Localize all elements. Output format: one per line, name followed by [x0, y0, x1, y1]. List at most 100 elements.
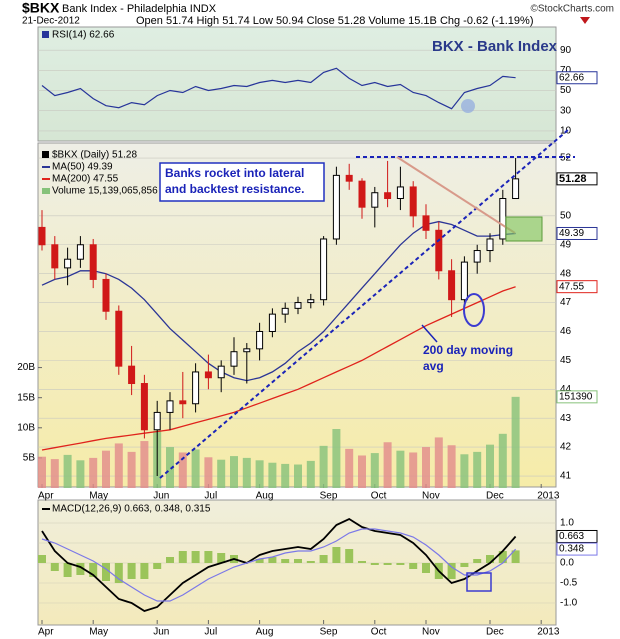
candle-body [192, 371, 200, 405]
candle-body [332, 174, 340, 240]
macd-highlight [466, 572, 492, 592]
x-tick-label: Sep [320, 491, 338, 502]
macd-line [41, 528, 517, 602]
y-tick-label: 44 [560, 384, 572, 395]
histogram-bar [153, 563, 162, 569]
moving-average [41, 286, 516, 451]
symbol: $BKX [22, 0, 60, 16]
value-box-label: 151390 [559, 391, 593, 402]
value-box [556, 71, 598, 85]
volume-bar [370, 453, 379, 488]
legend: MA(50) 49.39 [52, 162, 113, 173]
candle-body [140, 383, 148, 431]
y-tick-label: 50 [560, 210, 572, 221]
legend: Volume 15,139,065,856 [52, 186, 158, 197]
candle-body [64, 258, 72, 269]
x-tick-label: Jun [153, 491, 169, 502]
x-tick-label: Aug [256, 491, 274, 502]
volume-bar [217, 459, 226, 488]
histogram-bar [319, 555, 328, 563]
candle-body [153, 411, 161, 431]
histogram-bar [486, 555, 494, 563]
histogram-bar [76, 563, 85, 575]
highlight-ellipse [463, 293, 485, 327]
y-tick-label: 46 [560, 326, 572, 337]
histogram-bar [217, 553, 226, 563]
histogram-bar [204, 551, 213, 563]
histogram-bar [332, 547, 341, 563]
histogram-bar [447, 563, 456, 579]
histogram-bar [268, 557, 277, 563]
histogram-bar [383, 563, 392, 565]
volume-bar [76, 460, 85, 488]
histogram-bar [191, 551, 200, 563]
volume-bar [409, 452, 418, 488]
candle-body [358, 180, 366, 208]
x-tick-label: Nov [422, 627, 440, 638]
candle-body [409, 186, 417, 217]
candle-body [76, 244, 84, 260]
x-tick-label: Oct [371, 627, 387, 638]
y-tick-label: 70 [560, 65, 572, 76]
volume-bar [89, 457, 98, 488]
legend: MACD(12,26,9) 0.663, 0.348, 0.315 [52, 504, 211, 515]
volume-bar [332, 428, 341, 488]
value-box [556, 542, 598, 556]
volume-bar [166, 447, 174, 488]
histogram-bar [460, 563, 469, 567]
candle-body [243, 348, 251, 353]
moving-average [41, 220, 516, 382]
volume-bar [422, 447, 430, 488]
y2-tick-label: 15B [17, 392, 35, 403]
x-tick-label: Jul [204, 627, 217, 638]
histogram-bar [473, 559, 482, 563]
legend-swatch [42, 151, 49, 158]
histogram-bar [511, 550, 520, 563]
histogram-bar [50, 563, 59, 571]
y2-tick-label: 20B [17, 362, 35, 373]
volume-bar [460, 454, 469, 488]
volume-bar [434, 437, 443, 488]
x-tick-label: Dec [486, 627, 504, 638]
x-tick-label: Apr [38, 491, 54, 502]
value-box-label: 49.39 [559, 228, 584, 239]
y2-tick-label: 5B [23, 453, 36, 464]
volume-bar [204, 457, 213, 488]
volume-bar [242, 457, 251, 488]
volume-bar [102, 450, 110, 488]
y-tick-label: 30 [560, 105, 572, 116]
macd-line [41, 517, 517, 612]
x-tick-label: 2013 [537, 491, 560, 502]
candle-body [89, 244, 97, 280]
rsi-panel [37, 26, 557, 142]
volume-bar [63, 454, 72, 488]
histogram-bar [63, 563, 72, 577]
volume-bar [127, 451, 136, 488]
annotation-text: avg [423, 359, 444, 373]
rsi-line [41, 67, 516, 110]
y-tick-label: 52 [560, 153, 572, 164]
candle-body [166, 400, 174, 413]
candle-body [460, 261, 468, 301]
candle-body [115, 310, 123, 367]
volume-bar [38, 456, 46, 488]
histogram-bar [166, 557, 174, 563]
histogram-bar [255, 559, 264, 563]
y-tick-label: 45 [560, 355, 572, 366]
x-tick-label: Nov [422, 491, 440, 502]
histogram-bar [38, 555, 46, 563]
histogram-bar [127, 563, 136, 579]
y-tick-label: 42 [560, 442, 572, 453]
volume-bar [140, 441, 149, 488]
volume-bar [114, 443, 123, 488]
histogram-bar [306, 561, 315, 563]
y-tick-label: 47 [560, 297, 572, 308]
date: 21-Dec-2012 [22, 16, 80, 27]
candle-body [38, 226, 46, 246]
annotation-text: Banks rocket into lateral [165, 166, 304, 180]
index-name: Bank Index - Philadelphia INDX [62, 3, 217, 15]
candle-body [345, 174, 353, 182]
candle-body [499, 198, 507, 240]
y-tick-label: 49 [560, 239, 572, 250]
y-tick-label: 90 [560, 45, 572, 56]
